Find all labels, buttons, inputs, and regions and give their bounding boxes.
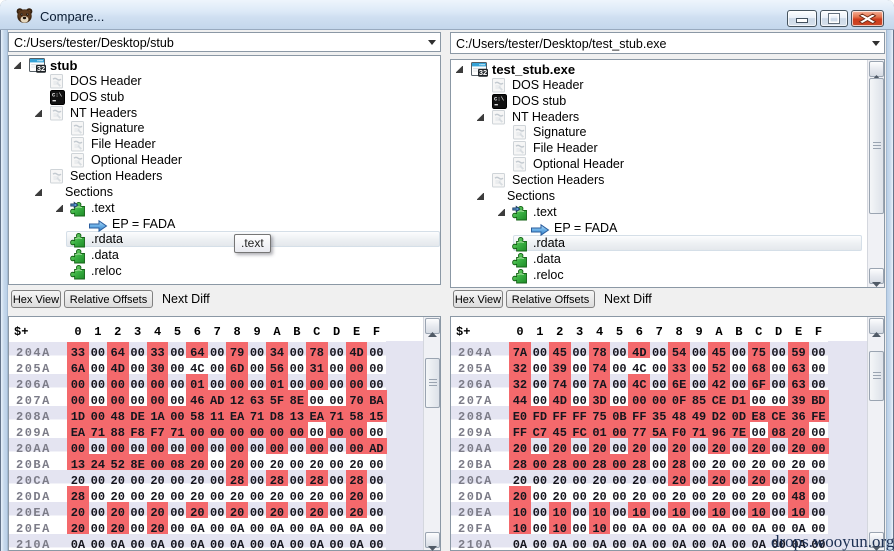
svg-text:32: 32 [479,68,487,77]
svg-text:C:\: C:\ [52,91,63,98]
svg-text:C:\: C:\ [494,95,505,102]
svg-text:32: 32 [37,64,45,73]
